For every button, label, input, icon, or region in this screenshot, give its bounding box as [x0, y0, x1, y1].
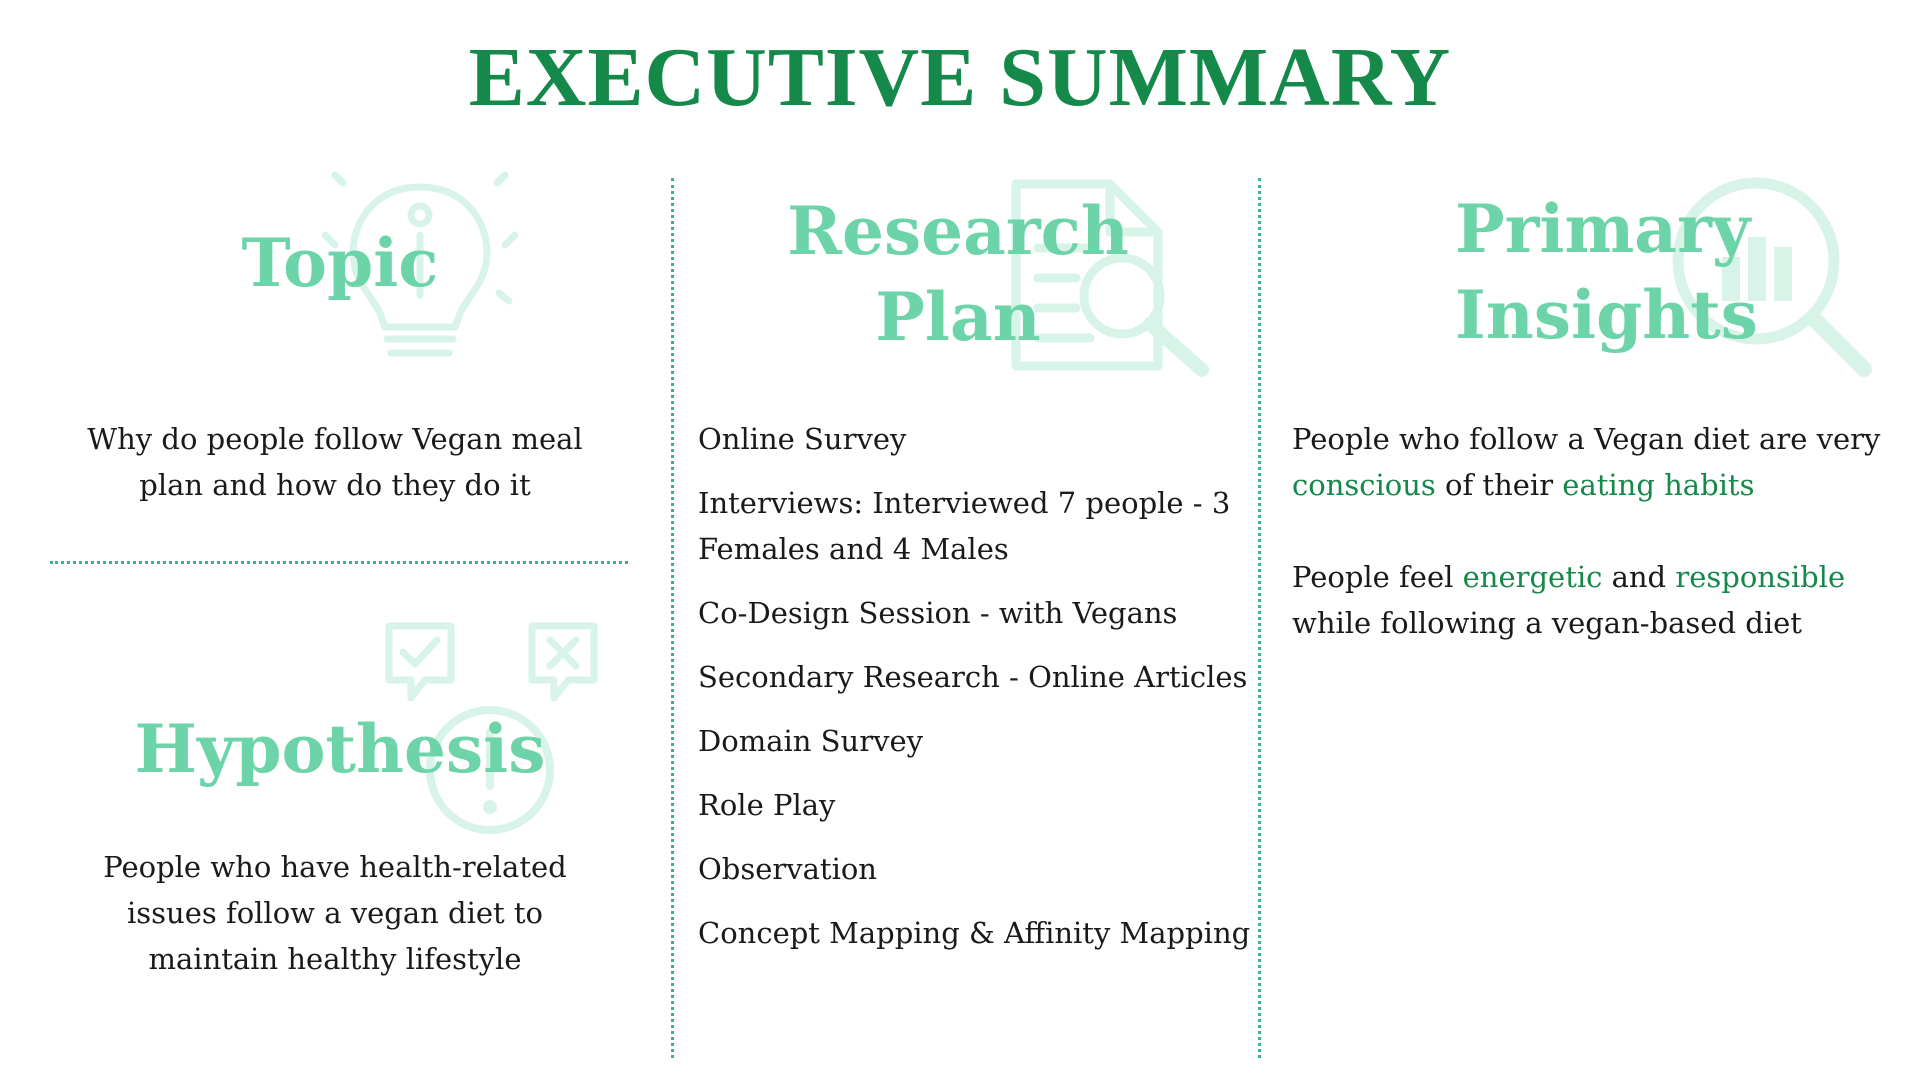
insight-text: and — [1602, 560, 1676, 594]
list-item: Co-Design Session - with Vegans — [698, 596, 1178, 630]
hypothesis-heading: Hypothesis — [134, 710, 546, 788]
hypothesis-text-line: maintain healthy lifestyle — [148, 942, 522, 976]
list-item: Domain Survey — [698, 724, 924, 758]
topic-text: Why do people follow Vegan meal plan and… — [60, 416, 610, 508]
topic-heading: Topic — [241, 224, 439, 302]
list-item: Concept Mapping & Affinity Mapping — [698, 916, 1251, 950]
lightbulb-icon — [321, 171, 519, 365]
hypothesis-text-line: People who have health-related — [103, 850, 567, 884]
insight-highlight: energetic — [1462, 560, 1603, 594]
primary-insights-heading-line1: Primary — [1455, 190, 1751, 268]
primary-insights-heading-line2: Insights — [1455, 276, 1758, 354]
hypothesis-text: People who have health-related issues fo… — [60, 844, 610, 982]
insight-text: while following a vegan-based diet — [1292, 606, 1802, 640]
check-speech-bubble-icon — [385, 622, 455, 704]
insight-paragraph: People feel energetic and responsible wh… — [1292, 554, 1892, 646]
document-search-icon — [1010, 178, 1210, 378]
exclamation-circle-icon — [424, 704, 556, 836]
research-plan-list: Online Survey Interviews: Interviewed 7 … — [698, 416, 1258, 974]
research-plan-heading-line2: Plan — [875, 278, 1041, 356]
research-plan-heading: Research Plan — [778, 188, 1138, 360]
list-item: Online Survey — [698, 422, 907, 456]
list-item: Interviews: Interviewed 7 people - 3 Fem… — [698, 486, 1231, 566]
column-divider-left — [671, 178, 674, 1058]
topic-text-line: plan and how do they do it — [139, 468, 531, 502]
list-item: Role Play — [698, 788, 836, 822]
insight-highlight: conscious — [1292, 468, 1436, 502]
topic-text-line: Why do people follow Vegan meal — [87, 422, 583, 456]
insight-highlight: responsible — [1675, 560, 1846, 594]
research-plan-heading-line1: Research — [787, 192, 1129, 270]
insight-paragraph: People who follow a Vegan diet are very … — [1292, 416, 1892, 508]
primary-insights-text: People who follow a Vegan diet are very … — [1292, 416, 1892, 692]
topic-hypothesis-divider — [50, 561, 628, 564]
cross-speech-bubble-icon — [528, 622, 598, 704]
column-divider-right — [1258, 178, 1261, 1058]
page-title: EXECUTIVE SUMMARY — [468, 31, 1452, 124]
magnifier-chart-icon — [1670, 175, 1872, 377]
list-item: Secondary Research - Online Articles — [698, 660, 1248, 694]
insight-text: People who follow a Vegan diet are very — [1292, 422, 1881, 456]
insight-highlight: eating habits — [1562, 468, 1755, 502]
insight-text: of their — [1435, 468, 1563, 502]
primary-insights-heading: Primary Insights — [1455, 186, 1758, 358]
list-item: Observation — [698, 852, 877, 886]
hypothesis-text-line: issues follow a vegan diet to — [126, 896, 543, 930]
insight-text: People feel — [1292, 560, 1463, 594]
